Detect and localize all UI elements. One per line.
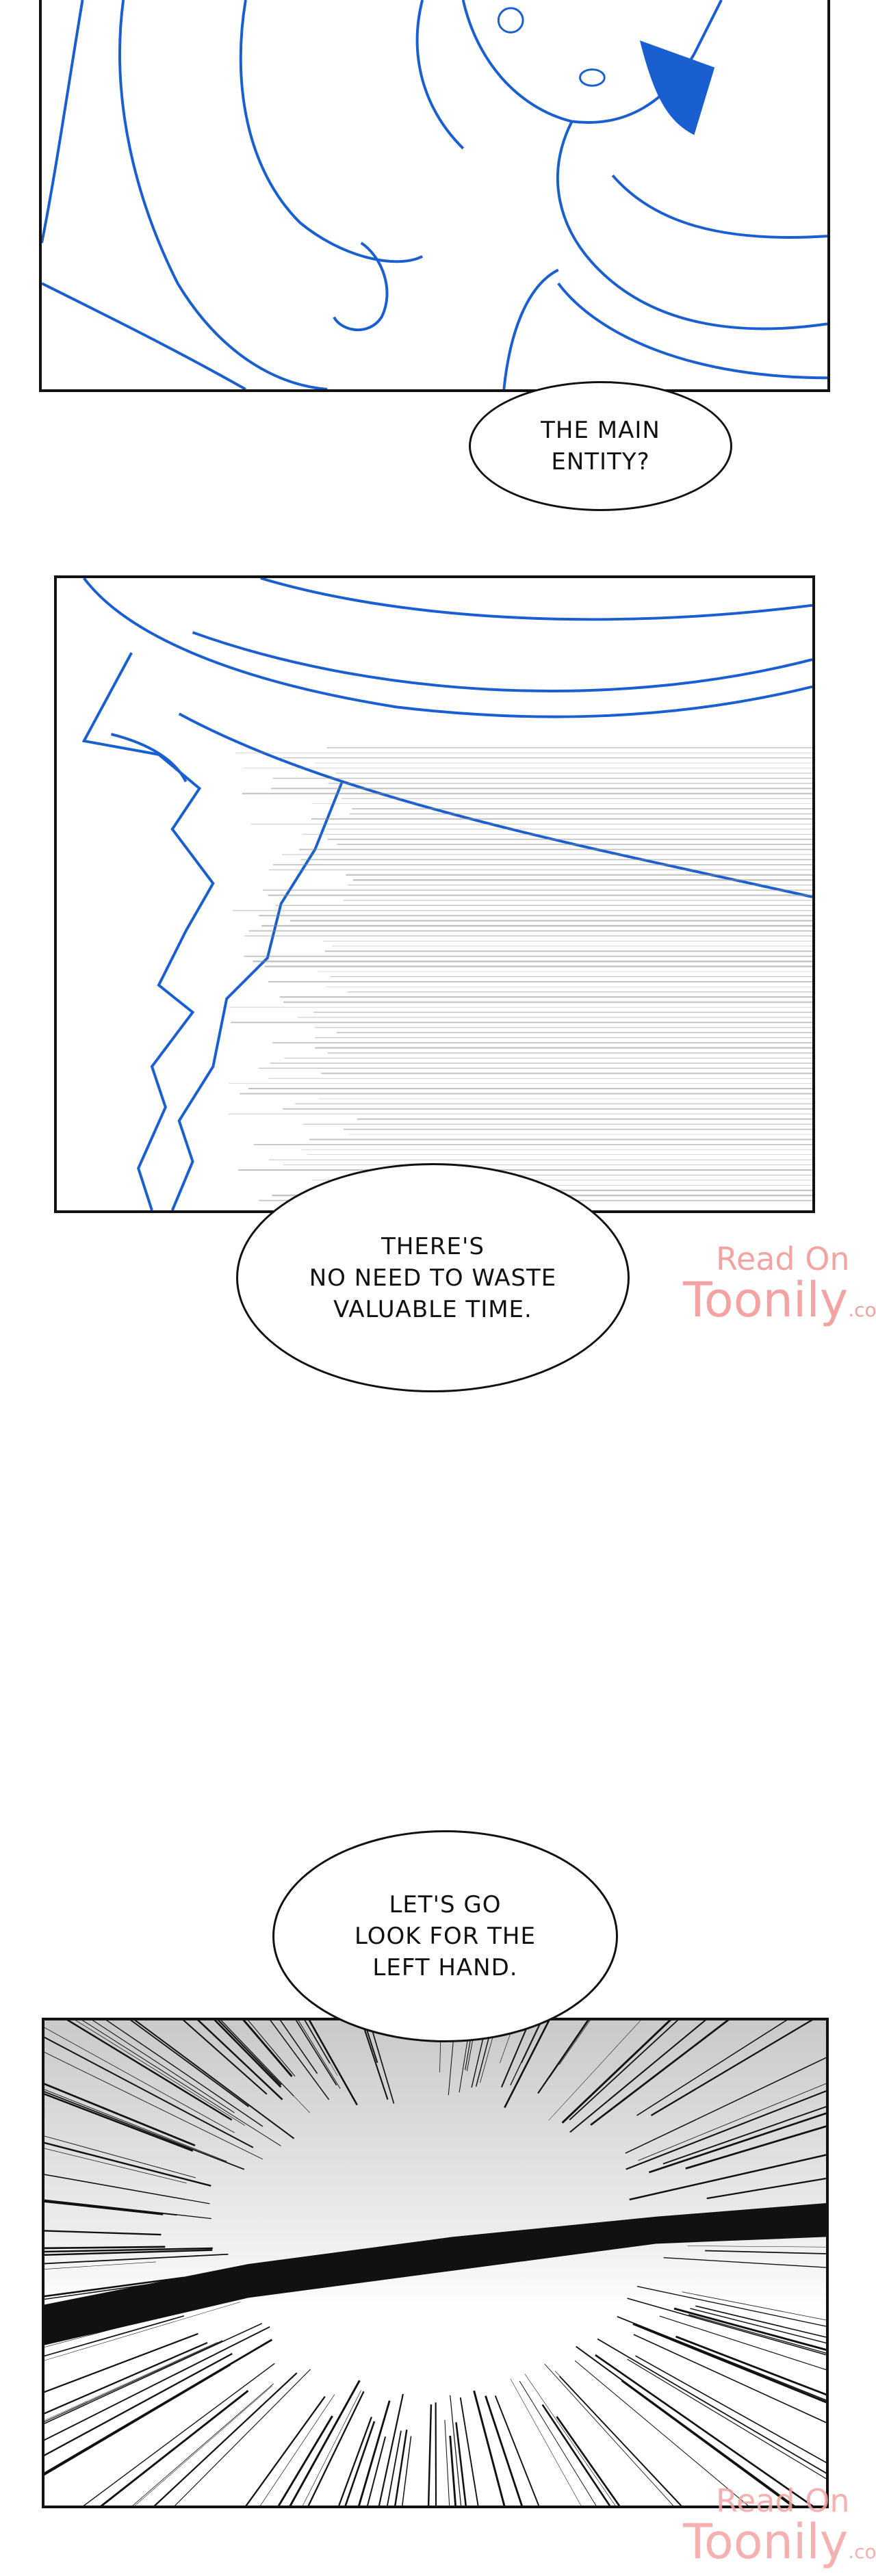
focus-line bbox=[87, 2369, 310, 2506]
focus-line bbox=[556, 2417, 704, 2506]
focus-line bbox=[44, 2020, 248, 2107]
focus-line bbox=[57, 2020, 267, 2094]
focus-line bbox=[707, 2144, 826, 2198]
focus-line bbox=[44, 2028, 195, 2146]
focus-line bbox=[44, 2341, 222, 2477]
focus-line bbox=[44, 2020, 235, 2133]
focus-line bbox=[44, 2327, 270, 2493]
watermark-line1: Read On bbox=[683, 1242, 876, 1276]
focus-line bbox=[44, 2254, 228, 2275]
comic-panel-speed-lines bbox=[54, 575, 815, 1213]
speech-bubble-main-entity: THE MAIN ENTITY? bbox=[469, 381, 732, 511]
watermark-suffix: .com bbox=[848, 1299, 876, 1321]
focus-line bbox=[701, 2316, 826, 2398]
watermark-line2: Toonily.com bbox=[683, 1276, 876, 1334]
focus-line bbox=[232, 2391, 361, 2506]
focus-line bbox=[44, 2036, 244, 2170]
focus-line bbox=[436, 2402, 437, 2506]
focus-line bbox=[44, 2262, 156, 2283]
focus-line bbox=[44, 2354, 232, 2506]
focus-line bbox=[44, 2224, 161, 2235]
focus-line bbox=[424, 2404, 431, 2506]
bubble-text: THERE'S NO NEED TO WASTE VALUABLE TIME. bbox=[309, 1231, 557, 1325]
watermark-line1: Read On bbox=[683, 2484, 876, 2518]
focus-line bbox=[461, 2397, 504, 2506]
crowd-silhouette bbox=[44, 2203, 826, 2345]
focus-line bbox=[44, 2103, 187, 2183]
watermark-read-on-toonily: Read On Toonily.com bbox=[683, 1242, 876, 1334]
focus-line bbox=[617, 2317, 826, 2456]
focus-line bbox=[664, 2258, 826, 2281]
watermark-line2: Toonily.com bbox=[683, 2518, 876, 2576]
focus-line bbox=[358, 2431, 401, 2506]
watermark-brand: Toonily bbox=[683, 2514, 848, 2570]
comic-panel-crowd bbox=[42, 2018, 829, 2508]
bubble-text: LET'S GO LOOK FOR THE LEFT HAND. bbox=[355, 1889, 536, 1983]
focus-line bbox=[638, 2028, 826, 2161]
focus-line bbox=[626, 2035, 826, 2170]
focus-line bbox=[511, 2020, 628, 2085]
focus-line bbox=[705, 2250, 826, 2259]
watermark-suffix: .com bbox=[848, 2540, 876, 2563]
focus-line bbox=[44, 2176, 211, 2218]
watermark-read-on-toonily-bottom: Read On Toonily.com bbox=[683, 2484, 876, 2576]
crowd-artwork bbox=[44, 2020, 826, 2506]
focus-line bbox=[456, 2422, 485, 2506]
comic-panel-character bbox=[39, 0, 830, 392]
focus-line bbox=[511, 2379, 656, 2506]
focus-line bbox=[44, 2038, 193, 2150]
character-artwork bbox=[42, 0, 827, 389]
bubble-text: THE MAIN ENTITY? bbox=[541, 415, 660, 478]
focus-line bbox=[597, 2339, 826, 2506]
focus-line bbox=[44, 2178, 163, 2214]
focus-line bbox=[44, 2020, 294, 2139]
focus-line bbox=[44, 2334, 198, 2447]
focus-line bbox=[686, 2075, 826, 2169]
focus-line bbox=[44, 2020, 263, 2159]
speech-bubble-left-hand: LET'S GO LOOK FOR THE LEFT HAND. bbox=[272, 1830, 618, 2042]
focus-line bbox=[370, 2430, 407, 2506]
focus-line bbox=[96, 2020, 294, 2096]
focus-line bbox=[44, 2020, 281, 2146]
focus-line bbox=[169, 2020, 317, 2074]
focus-line bbox=[688, 2246, 826, 2249]
speech-bubble-no-need-to-waste: THERE'S NO NEED TO WASTE VALUABLE TIME. bbox=[236, 1163, 630, 1392]
focus-line bbox=[633, 2324, 826, 2458]
focus-line bbox=[688, 2315, 826, 2403]
focus-line bbox=[474, 2391, 546, 2506]
focus-line bbox=[525, 2374, 699, 2506]
watermark-brand: Toonily bbox=[683, 1272, 848, 1328]
speed-lines-artwork bbox=[57, 578, 812, 1210]
focus-line bbox=[44, 2033, 227, 2161]
focus-line bbox=[205, 2020, 330, 2064]
focus-line bbox=[538, 2020, 698, 2094]
focus-line bbox=[44, 2096, 211, 2186]
focus-line bbox=[195, 2020, 340, 2089]
focus-line bbox=[44, 2365, 230, 2506]
